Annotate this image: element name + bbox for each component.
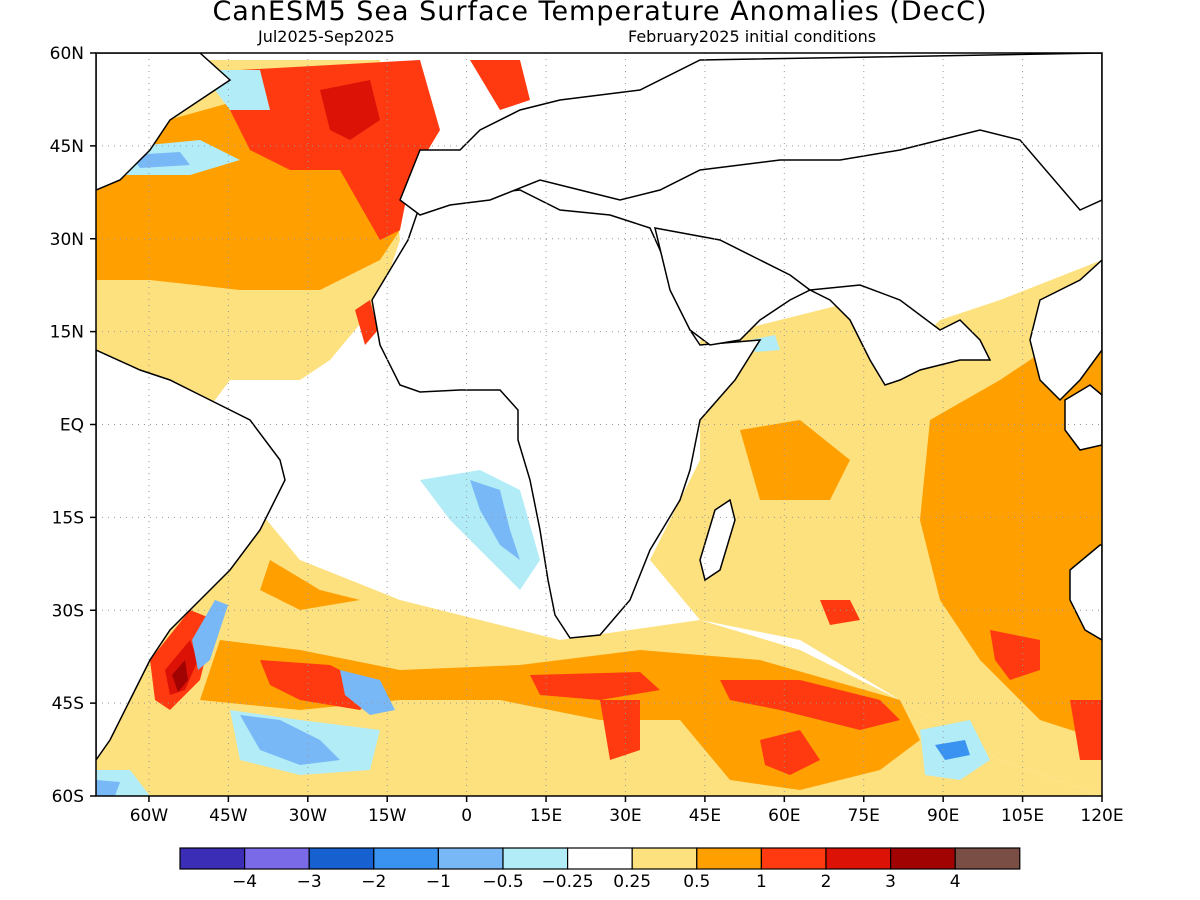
lon-tick-label: 60E — [768, 806, 800, 826]
anomaly-region — [192, 600, 228, 670]
lon-tick-label: 45W — [209, 806, 248, 826]
colorbar-label: −0.5 — [482, 872, 523, 892]
lon-tick-label: 120E — [1080, 806, 1123, 826]
anomaly-region — [530, 672, 660, 700]
lon-tick-label: 90E — [927, 806, 959, 826]
arabia-landmass — [653, 227, 812, 346]
lon-tick-label: 30E — [609, 806, 641, 826]
america-landmass — [96, 53, 232, 191]
anomaly-region — [420, 470, 540, 590]
africa-landmass — [371, 189, 762, 639]
longitude-axis: 60W 45W 30W 15W 0 15E 30E 45E 60E 75E 90E 105E 120E — [130, 796, 1124, 826]
anomaly-region — [990, 630, 1040, 680]
anomaly-region — [935, 740, 970, 760]
colorbar-label: −0.25 — [542, 872, 594, 892]
lon-tick-label: 60W — [130, 806, 169, 826]
lon-tick-label: 75E — [848, 806, 880, 826]
lon-tick-label: 15W — [368, 806, 407, 826]
colorbar-swatch — [696, 847, 762, 870]
lat-tick-label: 15S — [52, 508, 84, 528]
lon-tick-label: 15E — [530, 806, 562, 826]
colorbar-swatch — [373, 847, 439, 870]
anomaly-region — [200, 640, 920, 790]
anomaly-region — [172, 660, 188, 692]
anomaly-region — [600, 700, 640, 760]
forecast-period: Jul2025-Sep2025 — [258, 27, 395, 46]
colorbar-swatch — [437, 847, 504, 870]
colorbar: −4 −3 −2 −1 −0.5 −0.25 0.25 0.5 1 2 3 4 — [179, 847, 1021, 892]
anomaly-region — [820, 600, 860, 625]
colorbar-swatch — [760, 847, 827, 870]
colorbar-label: 1 — [756, 872, 767, 892]
anomaly-region — [470, 480, 520, 560]
lon-tick-label: 105E — [1001, 806, 1044, 826]
madagascar-landmass — [699, 498, 736, 582]
lat-tick-label: 30N — [50, 230, 84, 250]
colorbar-label: −2 — [361, 872, 386, 892]
anomaly-region — [760, 730, 820, 775]
colorbar-swatch — [825, 847, 892, 870]
anomaly-region — [230, 60, 440, 240]
lat-tick-label: 45S — [52, 694, 84, 714]
anomaly-region — [320, 80, 380, 140]
australia-landmass — [1069, 544, 1102, 641]
anomaly-region — [750, 335, 780, 352]
colorbar-swatch — [502, 847, 569, 870]
colorbar-label: 2 — [821, 872, 832, 892]
anomaly-region — [1070, 700, 1102, 760]
lon-tick-label: 45E — [689, 806, 721, 826]
latitude-axis: 60N 45N 30N 15N EQ 15S 30S 45S 60S — [50, 44, 96, 807]
colorbar-swatch — [179, 847, 246, 870]
anomaly-shading — [96, 60, 1102, 796]
anomaly-region — [740, 420, 850, 500]
colorbar-label: 0.5 — [683, 872, 710, 892]
anomaly-region — [240, 715, 340, 765]
colorbar-swatch — [631, 847, 698, 870]
lon-tick-label: 30W — [289, 806, 328, 826]
lat-tick-label: EQ — [60, 416, 84, 436]
colorbar-label: 0.25 — [613, 872, 651, 892]
anomaly-region — [355, 300, 378, 345]
borneo-landmass — [1064, 384, 1102, 451]
colorbar-swatch — [308, 847, 375, 870]
lat-tick-label: 60S — [52, 787, 84, 807]
colorbar-swatch — [889, 847, 956, 870]
colorbar-label: −3 — [297, 872, 322, 892]
colorbar-label: −1 — [426, 872, 451, 892]
initial-conditions: February2025 initial conditions — [628, 27, 877, 46]
anomaly-region — [720, 680, 900, 730]
iberia-europe-landmass — [399, 53, 1102, 216]
anomaly-region — [260, 560, 360, 610]
south-america-landmass — [96, 349, 286, 762]
lat-tick-label: 15N — [50, 323, 84, 343]
lon-tick-label: 0 — [461, 806, 472, 826]
southeast-asia-landmass — [1029, 258, 1102, 402]
lat-tick-label: 60N — [50, 44, 84, 64]
lat-tick-label: 30S — [52, 601, 84, 621]
colorbar-swatch — [566, 847, 633, 870]
colorbar-swatch — [244, 847, 310, 870]
colorbar-label: −4 — [232, 872, 257, 892]
colorbar-label: 4 — [950, 872, 961, 892]
anomaly-region — [96, 780, 120, 796]
coastlines — [96, 53, 1102, 762]
lat-tick-label: 45N — [50, 137, 84, 157]
anomaly-region — [470, 60, 530, 110]
colorbar-swatch — [954, 847, 1021, 870]
anomaly-region — [340, 670, 395, 715]
colorbar-label: 3 — [885, 872, 896, 892]
india-landmass — [807, 284, 992, 386]
map-title: CanESM5 Sea Surface Temperature Anomalie… — [212, 0, 988, 27]
